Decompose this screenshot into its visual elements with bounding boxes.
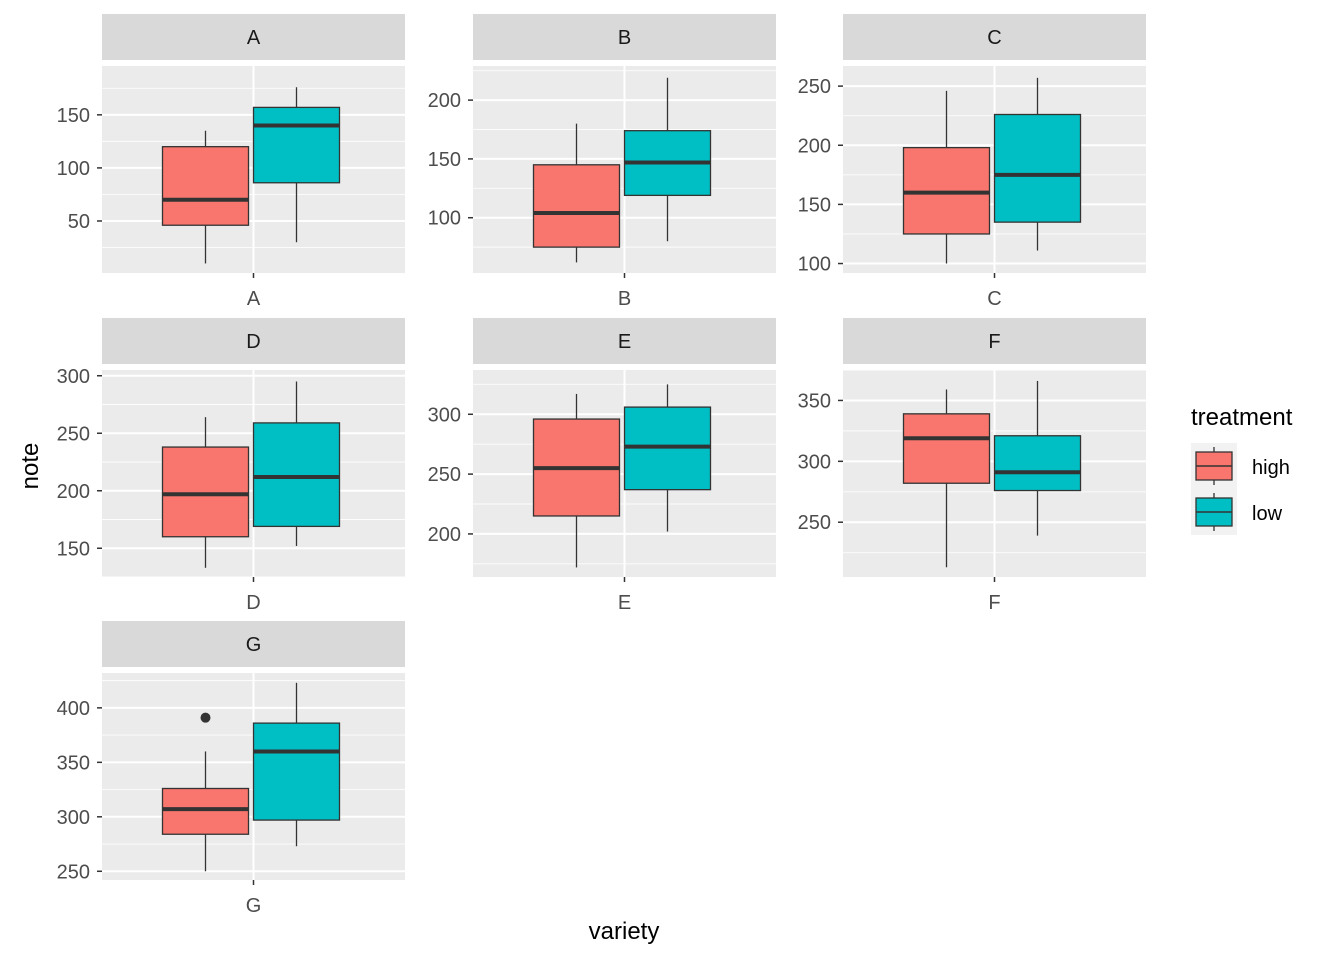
facet-panel-f: F 250 300 350 F (798, 318, 1146, 614)
box-iqr (252, 422, 341, 528)
facet-panel-e: E 200 250 300 E (428, 318, 776, 614)
box-low (252, 381, 341, 546)
y-tick-label: 100 (798, 254, 831, 276)
y-tick-label: 250 (428, 464, 461, 486)
facet-panel-d: D 150 200 250 300 D (57, 318, 405, 614)
facet-strip (843, 14, 1146, 60)
facet-strip-label: F (988, 331, 1000, 353)
outlier-point (200, 712, 211, 723)
y-tick-label: 200 (428, 524, 461, 546)
y-tick-label: 150 (428, 149, 461, 171)
facet-strip (102, 14, 405, 60)
legend-title: treatment (1191, 404, 1293, 431)
y-tick-label: 350 (57, 752, 90, 774)
box-high (161, 712, 250, 872)
y-tick-label: 100 (428, 208, 461, 230)
facet-panel-g: G 250 300 350 400 G (57, 621, 405, 917)
facet-panel-b: B 100 150 200 B (428, 14, 776, 310)
x-tick-label: E (618, 592, 631, 614)
box-high (532, 123, 621, 263)
facet-strip (473, 318, 776, 364)
y-tick-label: 100 (57, 158, 90, 180)
facet-strip-label: C (987, 27, 1001, 49)
y-tick-label: 150 (57, 105, 90, 127)
box-iqr (902, 413, 991, 484)
y-tick-label: 300 (428, 404, 461, 426)
box-high (902, 389, 991, 568)
box-high (902, 90, 991, 264)
y-tick-label: 250 (57, 861, 90, 883)
box-low (252, 87, 341, 243)
x-tick-label: A (247, 288, 261, 310)
facet-strip (102, 621, 405, 667)
facet-panels: A 50 100 150 A B 100 150 200 B C 100 150 200 250 C D 150 2… (57, 14, 1146, 917)
facet-strip-label: E (618, 331, 631, 353)
box-low (993, 380, 1082, 536)
box-iqr (993, 435, 1082, 492)
legend-entry-high: high (1191, 443, 1290, 489)
y-tick-label: 250 (57, 423, 90, 445)
y-tick-label: 50 (68, 211, 90, 233)
facet-panel-a: A 50 100 150 A (57, 14, 405, 310)
box-low (623, 384, 712, 532)
legend-label: high (1252, 457, 1290, 479)
x-tick-label: D (246, 592, 260, 614)
x-tick-label: B (618, 288, 631, 310)
facet-strip (843, 318, 1146, 364)
box-iqr (532, 164, 621, 248)
x-tick-label: G (246, 895, 262, 917)
x-tick-label: C (987, 288, 1001, 310)
box-iqr (252, 106, 341, 184)
facet-strip-label: D (246, 331, 260, 353)
facet-panel-c: C 100 150 200 250 C (798, 14, 1146, 310)
box-iqr (993, 113, 1082, 223)
y-tick-label: 200 (798, 135, 831, 157)
box-high (161, 130, 250, 264)
y-tick-label: 350 (798, 390, 831, 412)
legend: treatment high low (1191, 404, 1293, 535)
facet-strip (473, 14, 776, 60)
x-axis-title: variety (589, 918, 660, 945)
box-iqr (161, 787, 250, 835)
y-tick-label: 250 (798, 512, 831, 534)
legend-label: low (1252, 503, 1283, 525)
y-tick-label: 250 (798, 76, 831, 98)
y-tick-label: 150 (57, 538, 90, 560)
box-iqr (161, 446, 250, 538)
y-tick-label: 200 (57, 481, 90, 503)
y-tick-label: 300 (798, 451, 831, 473)
box-iqr (161, 146, 250, 226)
y-tick-label: 300 (57, 807, 90, 829)
facet-strip-label: G (246, 634, 262, 656)
box-low (623, 77, 712, 242)
y-tick-label: 200 (428, 90, 461, 112)
y-tick-label: 150 (798, 194, 831, 216)
y-tick-label: 300 (57, 366, 90, 388)
facet-strip-label: A (247, 27, 261, 49)
box-low (993, 77, 1082, 251)
y-tick-label: 400 (57, 698, 90, 720)
facet-strip (102, 318, 405, 364)
legend-entry-low: low (1191, 489, 1283, 535)
y-axis-title: note (17, 443, 44, 490)
facet-strip-label: B (618, 27, 631, 49)
x-tick-label: F (988, 592, 1000, 614)
box-high (161, 417, 250, 568)
box-high (532, 393, 621, 568)
box-iqr (252, 722, 341, 821)
box-low (252, 682, 341, 847)
